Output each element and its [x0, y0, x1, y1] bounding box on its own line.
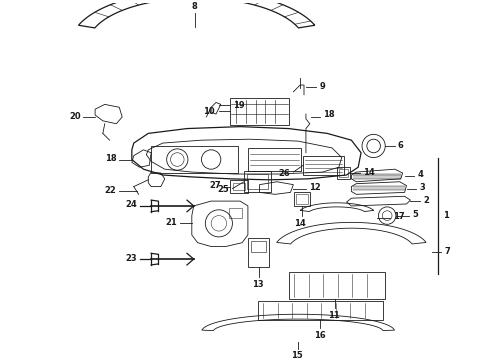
Text: 19: 19 — [233, 101, 245, 110]
Text: 18: 18 — [105, 154, 116, 163]
Text: 22: 22 — [105, 186, 116, 195]
Text: 12: 12 — [309, 183, 320, 192]
Text: 4: 4 — [417, 171, 423, 180]
Text: 10: 10 — [203, 107, 215, 116]
Text: 17: 17 — [393, 212, 405, 221]
Text: 1: 1 — [443, 211, 449, 220]
Text: 7: 7 — [444, 247, 450, 256]
Text: 13: 13 — [252, 280, 264, 289]
Text: 5: 5 — [412, 210, 418, 219]
Text: 14: 14 — [363, 168, 375, 177]
Text: 27: 27 — [209, 181, 221, 190]
Text: 21: 21 — [166, 218, 177, 227]
Text: 23: 23 — [125, 254, 137, 263]
Text: 18: 18 — [323, 109, 335, 118]
Text: 15: 15 — [292, 351, 303, 360]
Text: 24: 24 — [125, 201, 137, 210]
Text: 25: 25 — [218, 185, 229, 194]
Text: 26: 26 — [279, 168, 291, 177]
Text: 8: 8 — [192, 1, 197, 10]
Text: 16: 16 — [314, 331, 325, 340]
Text: 2: 2 — [423, 195, 429, 204]
Text: 11: 11 — [328, 311, 340, 320]
Text: 9: 9 — [319, 82, 325, 91]
Text: 3: 3 — [419, 183, 425, 192]
Text: 20: 20 — [69, 112, 80, 121]
Text: 14: 14 — [294, 220, 306, 229]
Text: 6: 6 — [398, 140, 404, 149]
